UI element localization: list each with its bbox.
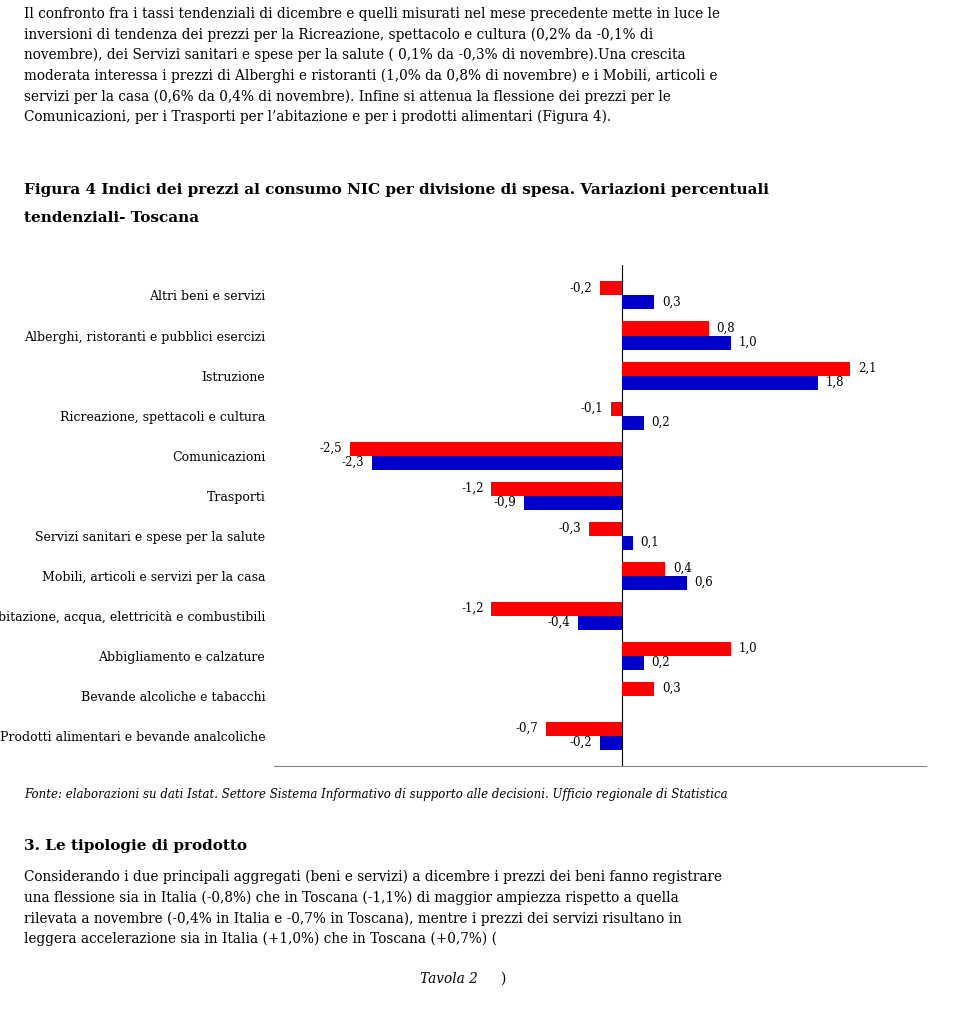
- Text: -1,2: -1,2: [461, 482, 484, 495]
- Text: Tavola 2: Tavola 2: [420, 972, 477, 986]
- Text: 0,3: 0,3: [662, 682, 681, 695]
- Bar: [372, 455, 622, 470]
- Bar: [622, 655, 643, 670]
- Bar: [492, 601, 622, 616]
- Text: -2,3: -2,3: [341, 456, 364, 469]
- Text: -0,4: -0,4: [548, 616, 570, 629]
- Text: -0,2: -0,2: [569, 736, 592, 749]
- Bar: [578, 616, 622, 630]
- Bar: [589, 522, 622, 536]
- Bar: [622, 322, 708, 336]
- Text: 0,2: 0,2: [651, 416, 670, 429]
- Text: -2,5: -2,5: [320, 442, 342, 455]
- Bar: [600, 282, 622, 295]
- Text: 2,1: 2,1: [858, 362, 876, 375]
- Bar: [611, 401, 622, 416]
- Bar: [349, 441, 622, 455]
- Text: Fonte: elaborazioni su dati Istat. Settore Sistema Informativo di supporto alle : Fonte: elaborazioni su dati Istat. Setto…: [24, 788, 728, 801]
- Bar: [622, 361, 851, 376]
- Text: 0,4: 0,4: [673, 563, 691, 575]
- Bar: [492, 482, 622, 495]
- Text: -1,2: -1,2: [461, 602, 484, 616]
- Text: 3. Le tipologie di prodotto: 3. Le tipologie di prodotto: [24, 839, 247, 854]
- Text: 0,2: 0,2: [651, 657, 670, 669]
- Bar: [600, 736, 622, 749]
- Text: 1,0: 1,0: [738, 336, 756, 349]
- Bar: [622, 536, 633, 549]
- Bar: [622, 376, 818, 390]
- Text: 0,3: 0,3: [662, 296, 681, 309]
- Text: tendenziali- Toscana: tendenziali- Toscana: [24, 211, 199, 226]
- Text: 1,8: 1,8: [826, 376, 844, 389]
- Bar: [622, 576, 687, 590]
- Bar: [622, 562, 665, 576]
- Bar: [622, 295, 655, 309]
- Text: -0,2: -0,2: [569, 282, 592, 295]
- Text: Figura 4 Indici dei prezzi al consumo NIC per divisione di spesa. Variazioni per: Figura 4 Indici dei prezzi al consumo NI…: [24, 183, 769, 197]
- Text: Il confronto fra i tassi tendenziali di dicembre e quelli misurati nel mese prec: Il confronto fra i tassi tendenziali di …: [24, 7, 720, 125]
- Text: -0,7: -0,7: [516, 722, 538, 735]
- Text: ): ): [500, 972, 506, 986]
- Bar: [524, 495, 622, 509]
- Bar: [622, 682, 655, 695]
- Text: -0,1: -0,1: [581, 402, 603, 416]
- Bar: [622, 641, 731, 655]
- Text: 0,1: 0,1: [640, 536, 659, 549]
- Text: -0,3: -0,3: [559, 522, 582, 535]
- Bar: [545, 722, 622, 736]
- Bar: [622, 416, 643, 430]
- Bar: [622, 336, 731, 349]
- Text: -0,9: -0,9: [493, 496, 516, 509]
- Text: 0,8: 0,8: [716, 322, 735, 335]
- Text: Considerando i due principali aggregati (beni e servizi) a dicembre i prezzi dei: Considerando i due principali aggregati …: [24, 870, 722, 946]
- Text: 0,6: 0,6: [695, 576, 713, 589]
- Text: 1,0: 1,0: [738, 642, 756, 655]
